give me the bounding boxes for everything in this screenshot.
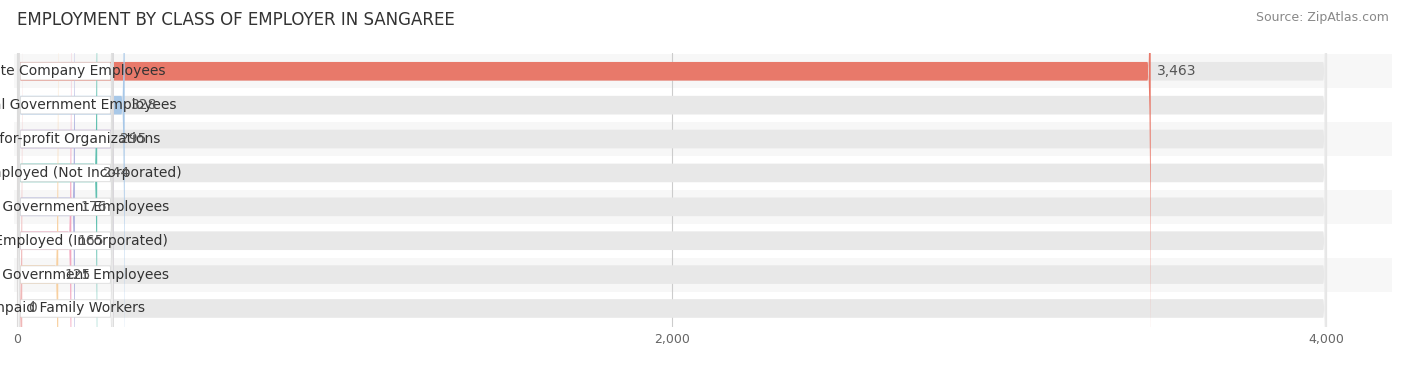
Text: Federal Government Employees: Federal Government Employees (0, 98, 177, 112)
Bar (14, 258, 1392, 291)
Bar (14, 156, 1392, 190)
FancyBboxPatch shape (17, 0, 1326, 376)
Text: Self-Employed (Not Incorporated): Self-Employed (Not Incorporated) (0, 166, 181, 180)
FancyBboxPatch shape (17, 0, 1326, 376)
Bar (14, 190, 1392, 224)
FancyBboxPatch shape (18, 0, 112, 376)
Bar (14, 224, 1392, 258)
Text: 295: 295 (120, 132, 146, 146)
FancyBboxPatch shape (18, 12, 112, 376)
FancyBboxPatch shape (18, 0, 112, 376)
FancyBboxPatch shape (17, 0, 1150, 376)
Bar (14, 122, 1392, 156)
Text: 328: 328 (131, 98, 157, 112)
FancyBboxPatch shape (17, 0, 1326, 376)
Text: EMPLOYMENT BY CLASS OF EMPLOYER IN SANGAREE: EMPLOYMENT BY CLASS OF EMPLOYER IN SANGA… (17, 11, 454, 29)
Text: Self-Employed (Incorporated): Self-Employed (Incorporated) (0, 234, 167, 248)
FancyBboxPatch shape (17, 0, 1326, 376)
Text: 244: 244 (103, 166, 129, 180)
FancyBboxPatch shape (18, 0, 112, 376)
FancyBboxPatch shape (17, 0, 1326, 376)
FancyBboxPatch shape (17, 0, 75, 376)
Text: 176: 176 (80, 200, 107, 214)
FancyBboxPatch shape (18, 0, 112, 376)
FancyBboxPatch shape (17, 0, 97, 376)
Text: 0: 0 (28, 302, 37, 315)
Text: Source: ZipAtlas.com: Source: ZipAtlas.com (1256, 11, 1389, 24)
FancyBboxPatch shape (18, 0, 112, 376)
FancyBboxPatch shape (17, 0, 1326, 376)
FancyBboxPatch shape (17, 0, 1326, 376)
Text: Local Government Employees: Local Government Employees (0, 200, 169, 214)
Text: Not-for-profit Organizations: Not-for-profit Organizations (0, 132, 160, 146)
Bar (14, 291, 1392, 325)
Bar (14, 55, 1392, 88)
FancyBboxPatch shape (17, 0, 58, 376)
FancyBboxPatch shape (17, 0, 1326, 376)
Text: State Government Employees: State Government Employees (0, 268, 170, 282)
Text: Unpaid Family Workers: Unpaid Family Workers (0, 302, 145, 315)
FancyBboxPatch shape (17, 0, 125, 376)
FancyBboxPatch shape (18, 0, 112, 368)
Bar (14, 88, 1392, 122)
Text: Private Company Employees: Private Company Employees (0, 64, 165, 78)
Text: 3,463: 3,463 (1157, 64, 1197, 78)
FancyBboxPatch shape (18, 0, 112, 376)
FancyBboxPatch shape (17, 0, 114, 376)
Text: 125: 125 (65, 268, 90, 282)
FancyBboxPatch shape (17, 0, 22, 376)
FancyBboxPatch shape (17, 0, 72, 376)
Text: 165: 165 (77, 234, 104, 248)
